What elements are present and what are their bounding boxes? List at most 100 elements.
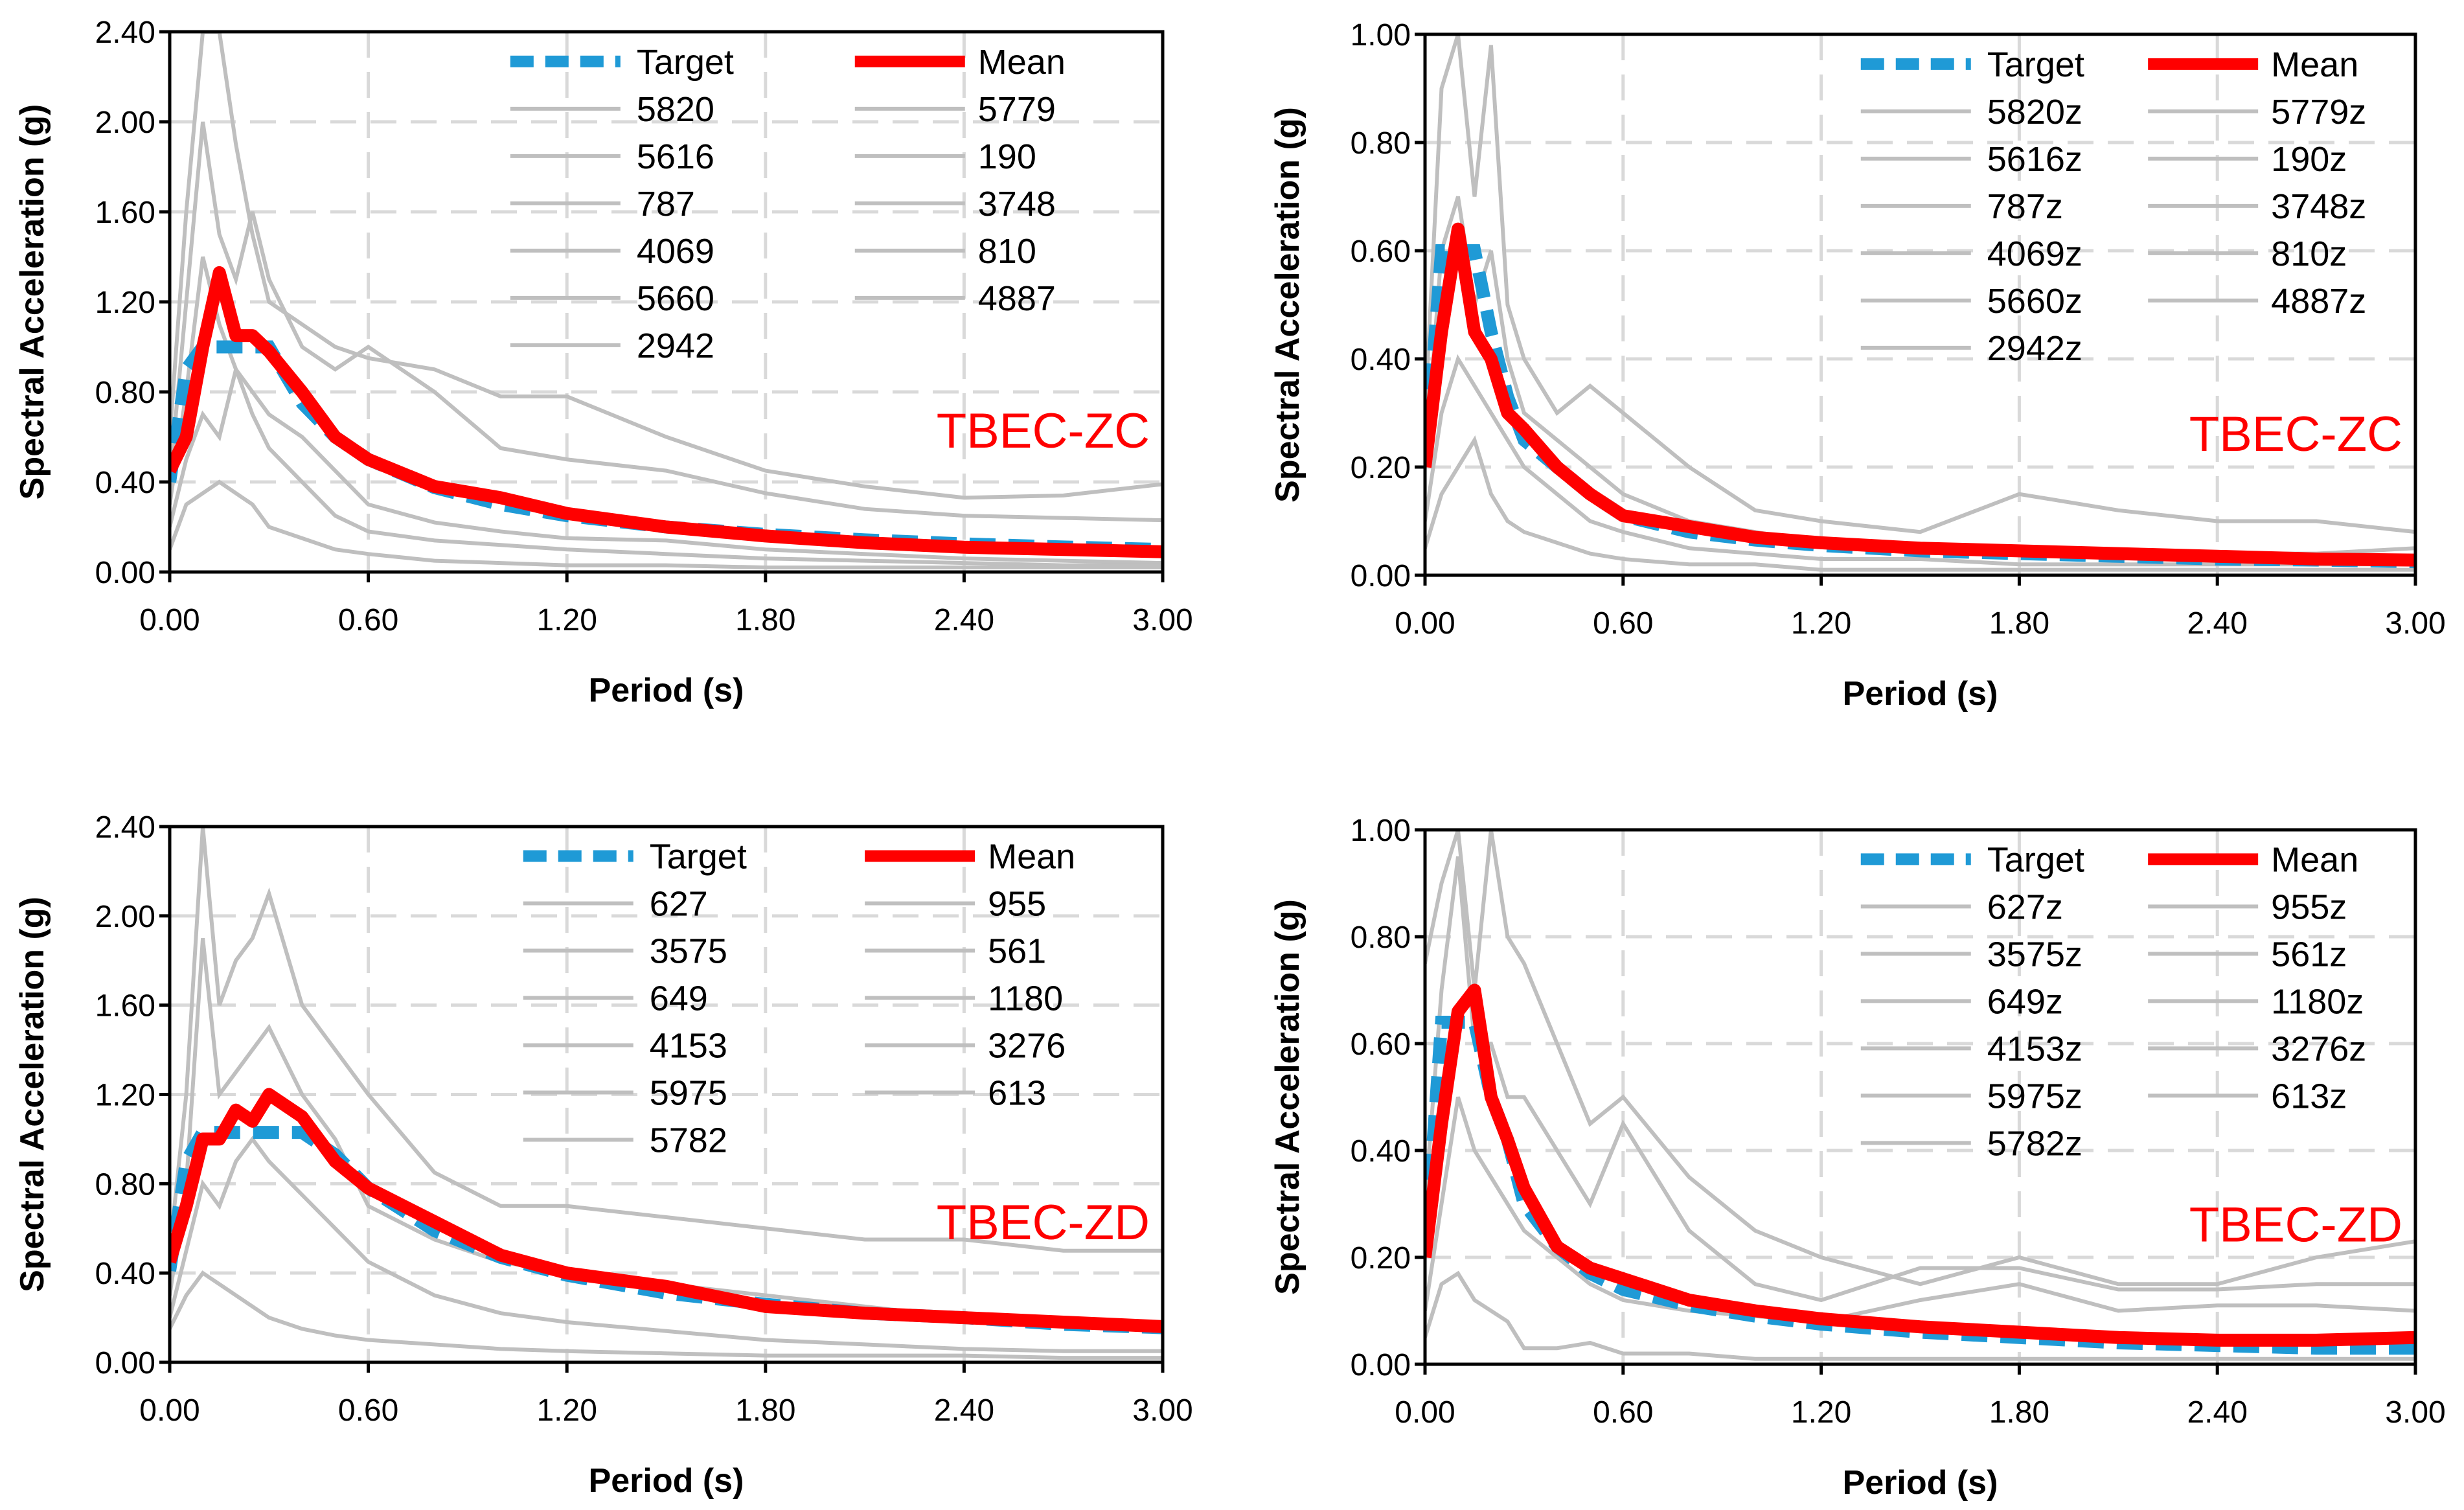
record-line (1425, 435, 2415, 572)
y-tick-label: 2.40 (95, 16, 155, 50)
y-tick-label: 1.60 (95, 196, 155, 230)
legend-record-label: 810 (978, 232, 1036, 271)
x-tick-label: 0.60 (338, 603, 398, 637)
legend-record-label: 627z (1987, 887, 2063, 926)
legend-mean-label: Mean (978, 43, 1066, 82)
x-tick-label: 3.00 (1132, 1393, 1192, 1428)
legend-record-label: 5779 (978, 90, 1056, 129)
x-tick-label: 2.40 (934, 603, 994, 637)
chart-panel-1: 0.00 0.40 0.80 1.20 1.60 2.00 2.40 0.00 0.60 1.20… (14, 16, 1193, 709)
record-line (1425, 34, 2415, 534)
y-tick-label: 1.20 (95, 286, 155, 320)
legend-record-label: 5660z (1987, 282, 2082, 321)
legend-record-label: 3748z (2271, 187, 2366, 226)
legend-record-label: 3748 (978, 185, 1056, 223)
legend-record-label: 4069 (637, 232, 714, 271)
y-tick-label: 0.80 (1351, 921, 1411, 955)
y-tick-label: 2.00 (95, 106, 155, 140)
record-line (1425, 354, 2415, 567)
legend-record-label: 613 (988, 1073, 1046, 1112)
x-axis-title: Period (s) (589, 1462, 744, 1500)
legend-target-label: Target (1987, 840, 2084, 879)
record-line (1425, 1270, 2415, 1361)
record-line (1425, 1096, 2415, 1324)
x-tick-label: 0.60 (338, 1393, 398, 1428)
y-tick-label: 2.00 (95, 900, 155, 934)
x-tick-label: 1.20 (1791, 606, 1851, 641)
legend-mean-label: Mean (988, 837, 1075, 876)
y-tick-label: 2.40 (95, 810, 155, 845)
x-tick-label: 0.00 (1395, 606, 1455, 641)
legend-record-label: 787 (637, 185, 695, 223)
x-tick-label: 1.20 (536, 1393, 597, 1428)
legend-record-label: 5782z (1987, 1124, 2082, 1163)
y-tick-label: 0.00 (1351, 1348, 1411, 1382)
y-tick-label: 0.00 (95, 1346, 155, 1380)
legend-record-label: 4153 (650, 1026, 727, 1065)
record-line (170, 362, 1163, 567)
legend-record-label: 955 (988, 884, 1046, 923)
x-tick-label: 1.20 (536, 603, 597, 637)
legend-record-label: 561 (988, 932, 1046, 970)
x-tick-label: 2.40 (2187, 1395, 2247, 1430)
y-axis-title: Spectral Acceleration (g) (14, 104, 51, 500)
x-tick-label: 0.60 (1593, 1395, 1653, 1430)
y-tick-label: 0.60 (1351, 1027, 1411, 1062)
x-tick-label: 0.60 (1593, 606, 1653, 641)
y-tick-label: 0.00 (1351, 559, 1411, 593)
x-tick-label: 2.40 (934, 1393, 994, 1428)
legend-target-label: Target (1987, 45, 2084, 84)
chart-panel-4: 0.00 0.20 0.40 0.60 0.80 1.00 0.00 0.60 1.20 1.80… (1269, 814, 2446, 1502)
legend-record-label: 1180z (2271, 982, 2364, 1021)
legend-target-label: Target (650, 837, 747, 876)
y-tick-label: 0.80 (95, 1167, 155, 1202)
chart-panel-3: 0.00 0.40 0.80 1.20 1.60 2.00 2.40 0.00 0.60 1.20… (14, 810, 1193, 1500)
legend-record-label: 5660 (637, 279, 714, 318)
x-tick-label: 1.20 (1791, 1395, 1851, 1430)
y-tick-label: 0.40 (95, 1257, 155, 1291)
legend-record-label: 3276z (2271, 1029, 2366, 1068)
legend-record-label: 4887 (978, 279, 1056, 318)
x-tick-label: 3.00 (2385, 606, 2445, 641)
y-axis-title: Spectral Acceleration (g) (14, 897, 51, 1292)
legend-record-label: 955z (2271, 887, 2347, 926)
x-axis-title: Period (s) (589, 672, 744, 709)
y-tick-label: 0.40 (1351, 1134, 1411, 1169)
legend-record-label: 649z (1987, 982, 2063, 1021)
legend-record-label: 2942z (1987, 329, 2082, 368)
legend-record-label: 5975 (650, 1073, 727, 1112)
x-axis-title: Period (s) (1843, 1464, 1998, 1502)
legend-record-label: 4153z (1987, 1029, 2082, 1068)
record-line (170, 1136, 1163, 1353)
legend-record-label: 561z (2271, 935, 2347, 974)
x-tick-label: 0.00 (139, 1393, 200, 1428)
x-tick-label: 1.80 (735, 603, 795, 637)
legend-record-label: 5820z (1987, 93, 2082, 132)
plot-frame (168, 825, 1165, 1364)
legend-record-label: 787z (1987, 187, 2063, 226)
mean-line (1425, 983, 2415, 1347)
x-tick-label: 2.40 (2187, 606, 2247, 641)
legend-record-label: 649 (650, 979, 708, 1018)
legend-record-label: 2942 (637, 326, 714, 365)
legend-record-label: 613z (2271, 1077, 2347, 1115)
legend-record-label: 5782 (650, 1121, 727, 1160)
legend-record-label: 810z (2271, 235, 2347, 273)
y-tick-label: 1.60 (95, 989, 155, 1024)
legend-record-label: 5975z (1987, 1077, 2082, 1115)
y-axis-title: Spectral Acceleration (g) (1269, 107, 1306, 503)
record-line (170, 1270, 1163, 1360)
chart-panel-2: 0.00 0.20 0.40 0.60 0.80 1.00 0.00 0.60 1.20 1.80… (1269, 18, 2446, 713)
legend-record-label: 4887z (2271, 282, 2366, 321)
legend-record-label: 5820 (637, 90, 714, 129)
record-line (170, 121, 1163, 523)
panel-label: TBEC-ZC (937, 404, 1150, 459)
panel-label: TBEC-ZC (2189, 407, 2402, 462)
legend-mean-label: Mean (2271, 45, 2358, 84)
legend-mean-label: Mean (2271, 840, 2358, 879)
x-tick-label: 0.00 (139, 603, 200, 637)
panel-label: TBEC-ZD (937, 1195, 1150, 1250)
panel-label: TBEC-ZD (2189, 1197, 2402, 1252)
mean-line (1425, 222, 2415, 567)
